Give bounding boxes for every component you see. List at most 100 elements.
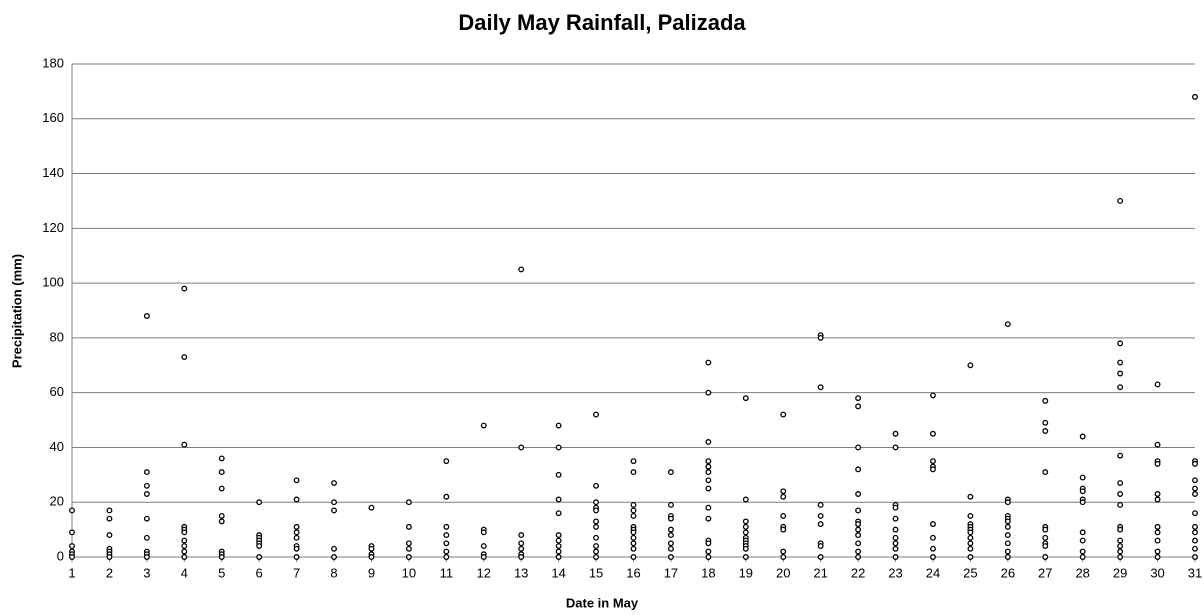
data-point: [1004, 540, 1011, 547]
data-point: [143, 482, 150, 489]
data-point: [742, 529, 749, 536]
data-point: [630, 545, 637, 552]
data-point: [1192, 529, 1198, 536]
data-point: [1154, 523, 1161, 530]
data-point: [256, 543, 263, 549]
data-point: [181, 529, 188, 536]
data-point: [705, 458, 712, 465]
x-tick-label: 1: [68, 565, 75, 580]
data-point: [518, 554, 525, 560]
data-point: [555, 422, 562, 429]
data-point: [443, 458, 450, 465]
data-point: [855, 540, 862, 547]
x-tick-label: 17: [664, 565, 678, 580]
data-point: [143, 554, 150, 560]
x-tick-label: 9: [368, 565, 375, 580]
data-point: [405, 499, 412, 506]
data-point: [892, 534, 899, 541]
x-tick-label: 13: [514, 565, 528, 580]
data-point: [555, 537, 562, 544]
data-point: [555, 471, 562, 478]
y-tick-label: 20: [50, 494, 64, 509]
data-point: [855, 521, 862, 528]
data-point: [892, 515, 899, 522]
data-point: [1192, 545, 1198, 552]
data-point: [331, 507, 337, 514]
data-point: [293, 545, 300, 552]
data-point: [742, 395, 749, 402]
data-point: [593, 534, 600, 541]
data-point: [967, 512, 974, 519]
data-point: [331, 554, 337, 560]
data-point: [1192, 510, 1198, 517]
x-tick-label: 3: [143, 565, 150, 580]
data-point: [892, 526, 899, 533]
data-point: [518, 266, 525, 273]
data-point: [1154, 491, 1161, 497]
x-tick-label: 29: [1113, 565, 1127, 580]
data-point: [705, 389, 712, 396]
data-point: [667, 469, 674, 476]
data-point: [293, 534, 300, 541]
data-point: [817, 521, 824, 528]
data-point: [780, 526, 787, 533]
data-point: [293, 529, 300, 536]
data-point: [892, 554, 899, 560]
x-tick-label: 24: [926, 565, 940, 580]
data-point: [293, 523, 300, 530]
data-point: [69, 543, 75, 549]
data-point: [967, 529, 974, 536]
data-point: [593, 548, 600, 555]
x-tick-label: 30: [1150, 565, 1164, 580]
data-point: [1042, 554, 1049, 560]
data-point: [780, 512, 787, 519]
data-point: [967, 540, 974, 547]
data-point: [218, 469, 225, 476]
data-point: [1117, 384, 1124, 391]
data-point: [181, 537, 188, 544]
data-point: [780, 493, 787, 500]
x-tick-label: 6: [256, 565, 263, 580]
y-tick-label: 60: [50, 384, 64, 399]
data-point: [705, 548, 712, 555]
data-point: [855, 403, 862, 410]
data-point: [630, 507, 637, 514]
data-point: [331, 480, 337, 486]
data-point: [630, 554, 637, 560]
data-point: [1117, 359, 1124, 366]
data-point: [930, 554, 936, 560]
data-point: [1042, 543, 1049, 549]
data-point: [1079, 488, 1086, 495]
data-point: [106, 507, 113, 514]
data-point: [930, 545, 936, 552]
data-point: [1192, 460, 1198, 467]
data-point: [593, 518, 600, 525]
data-point: [1042, 526, 1049, 533]
data-point: [1042, 428, 1049, 434]
data-point: [817, 384, 824, 391]
data-point: [218, 455, 225, 462]
data-point: [1154, 548, 1161, 555]
data-point: [892, 430, 899, 437]
data-point: [293, 554, 300, 560]
data-point: [443, 493, 450, 500]
x-tick-label: 5: [218, 565, 225, 580]
data-point: [593, 554, 600, 560]
data-point: [855, 532, 862, 539]
data-point: [181, 543, 188, 549]
x-tick-label: 10: [402, 565, 416, 580]
data-point: [331, 499, 337, 506]
data-point: [143, 534, 150, 541]
data-point: [855, 395, 862, 402]
data-point: [1154, 441, 1161, 448]
data-point: [892, 545, 899, 552]
data-point: [967, 545, 974, 552]
data-point: [1042, 534, 1049, 541]
data-point: [705, 469, 712, 476]
data-point: [892, 444, 899, 451]
data-point: [855, 548, 862, 555]
data-point: [518, 532, 525, 539]
data-point: [705, 540, 712, 547]
data-point: [705, 554, 712, 560]
data-point: [855, 491, 862, 497]
